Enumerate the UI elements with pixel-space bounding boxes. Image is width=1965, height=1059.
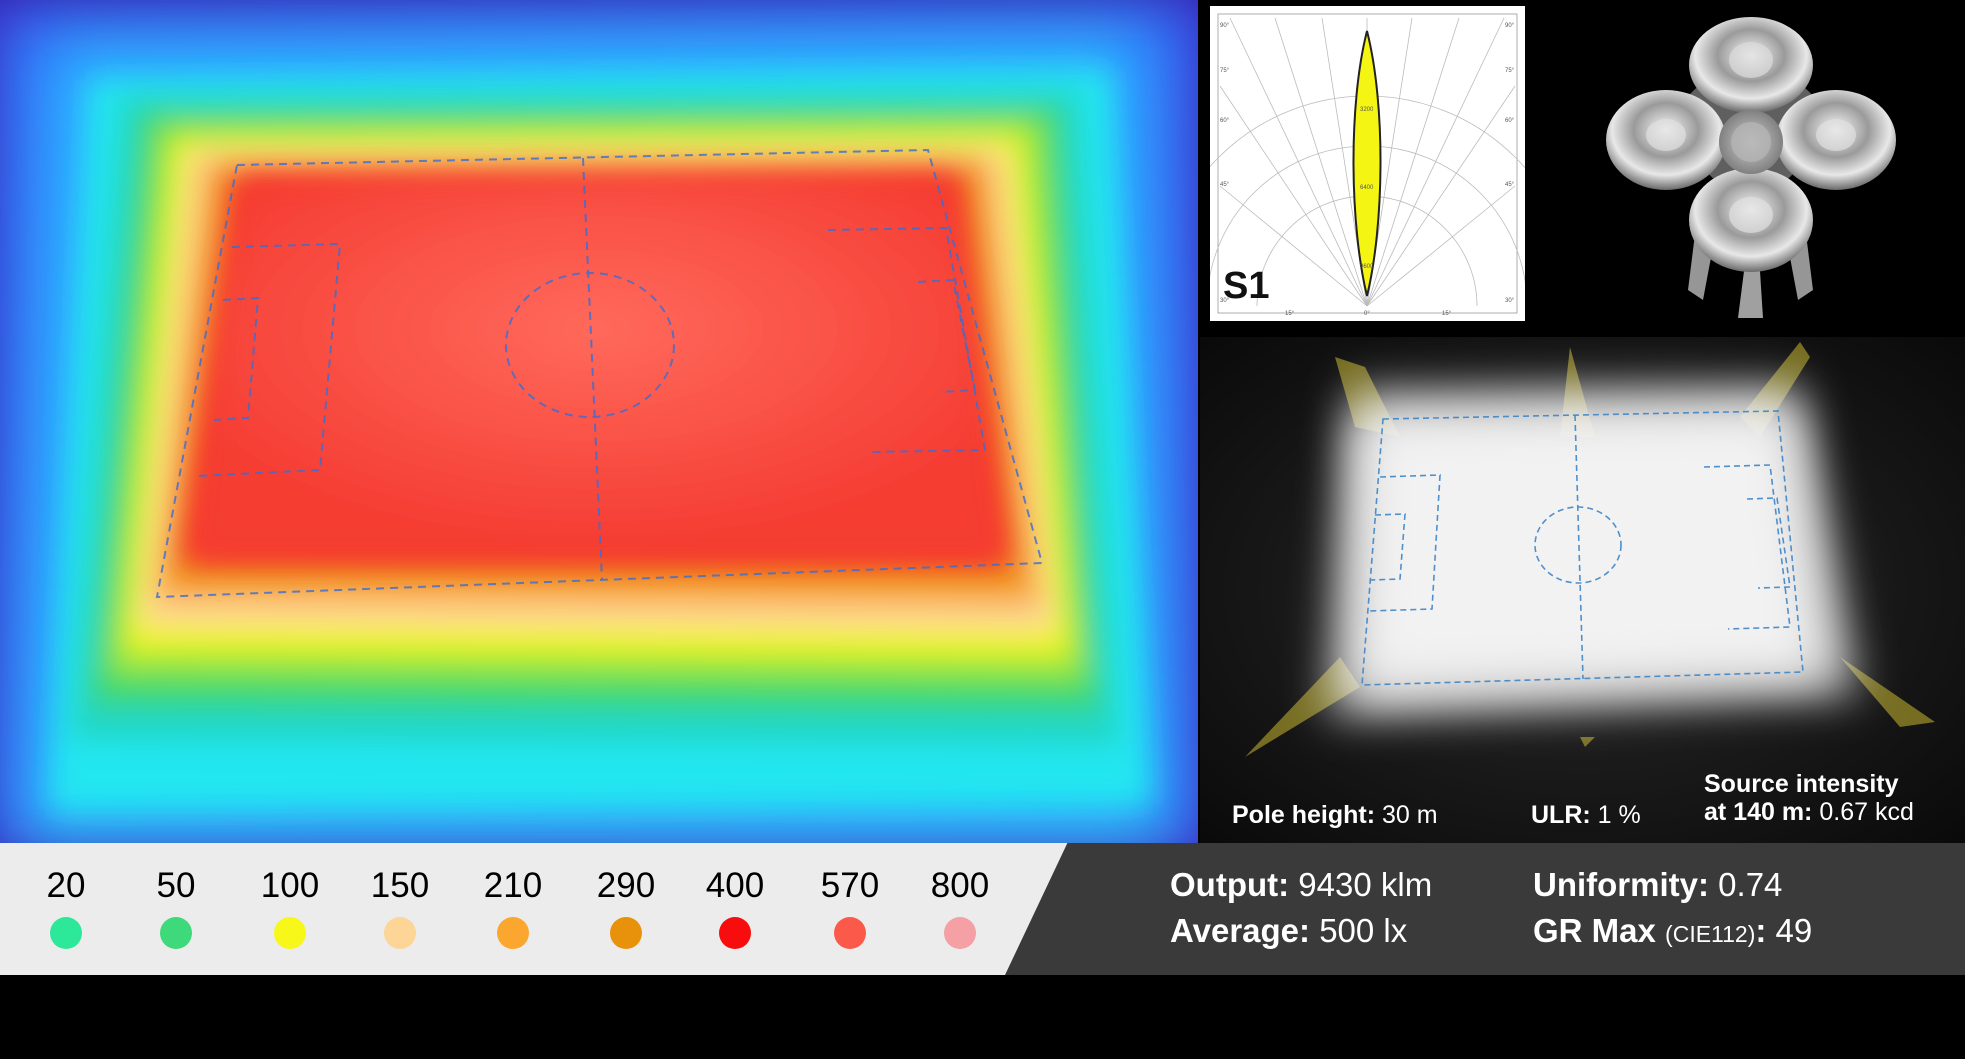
legend-value: 150 xyxy=(370,866,430,905)
angle-label: 90° xyxy=(1505,23,1515,29)
glare-label: GR Max xyxy=(1533,912,1656,949)
source-intensity-label: at 140 m: xyxy=(1704,798,1813,826)
legend-swatch xyxy=(497,917,529,949)
average-value: 500 lx xyxy=(1319,912,1408,949)
render-graphic xyxy=(1200,337,1965,843)
legend-value: 50 xyxy=(156,866,196,905)
pole-height-label: Pole height: xyxy=(1232,801,1376,829)
source-intensity-value: 0.67 kcd xyxy=(1819,798,1914,826)
legend-swatch xyxy=(384,917,416,949)
source-intensity-stat: Source intensity at 140 m: 0.67 kcd xyxy=(1704,770,1914,826)
angle-label: 0° xyxy=(1364,311,1370,317)
glare-value: 49 xyxy=(1775,912,1813,949)
uniformity-stat: Uniformity: 0.74 xyxy=(1533,866,1782,904)
angle-label: 30° xyxy=(1505,298,1515,304)
stats-panel xyxy=(1005,843,1965,975)
legend-value: 290 xyxy=(596,866,656,905)
polar-intensity-diagram: 90° 75° 60° 45° 30° 15° 0° 15° 30° 45° 6… xyxy=(1156,6,1578,321)
legend-value: 800 xyxy=(930,866,990,905)
angle-label: 60° xyxy=(1505,118,1515,124)
ulr-stat: ULR: 1 % xyxy=(1531,801,1641,830)
pole-height-value: 30 m xyxy=(1382,801,1438,829)
intensity-label: 9600 xyxy=(1360,264,1374,270)
average-label: Average: xyxy=(1170,912,1311,949)
legend-value: 210 xyxy=(483,866,543,905)
legend-swatch xyxy=(274,917,306,949)
uniformity-label: Uniformity: xyxy=(1533,866,1709,903)
intensity-label: 3200 xyxy=(1360,107,1374,113)
render-pitch-lines xyxy=(1361,410,1804,686)
glare-colon: : xyxy=(1755,912,1767,949)
angle-label: 15° xyxy=(1285,311,1295,317)
intensity-label: 6400 xyxy=(1360,185,1374,191)
angle-label: 90° xyxy=(1220,23,1230,29)
angle-label: 75° xyxy=(1505,68,1515,74)
legend-swatch xyxy=(719,917,751,949)
legend-swatch xyxy=(50,917,82,949)
average-stat: Average: 500 lx xyxy=(1170,912,1407,950)
angle-label: 45° xyxy=(1505,182,1515,188)
pitch-lines xyxy=(155,148,1044,599)
pole-height-stat: Pole height: 30 m xyxy=(1232,801,1438,830)
glare-stat: GR Max (CIE112): 49 xyxy=(1533,912,1812,950)
legend-value: 570 xyxy=(820,866,880,905)
polar-graphic: 90° 75° 60° 45° 30° 15° 0° 15° 30° 45° 6… xyxy=(1156,13,1578,317)
output-label: Output: xyxy=(1170,866,1290,903)
legend-swatch xyxy=(944,917,976,949)
angle-label: 60° xyxy=(1220,118,1230,124)
illuminance-legend xyxy=(0,843,1070,975)
legend-value: 20 xyxy=(46,866,86,905)
lens-graphic xyxy=(1606,17,1896,318)
output-stat: Output: 9430 klm xyxy=(1170,866,1432,904)
ulr-label: ULR: xyxy=(1531,801,1591,829)
angle-label: 30° xyxy=(1220,298,1230,304)
output-value: 9430 klm xyxy=(1298,866,1433,903)
ulr-value: 1 % xyxy=(1597,801,1641,829)
legend-value: 400 xyxy=(705,866,765,905)
legend-value: 100 xyxy=(260,866,320,905)
lens-optic-image xyxy=(1538,0,1965,335)
illuminance-heatmap xyxy=(0,0,1198,843)
source-intensity-heading: Source intensity xyxy=(1704,770,1899,798)
heatmap-graphic xyxy=(0,0,1198,843)
angle-label: 15° xyxy=(1442,311,1452,317)
uniformity-value: 0.74 xyxy=(1718,866,1783,903)
angle-label: 45° xyxy=(1220,182,1230,188)
stadium-render: Pole height: 30 m ULR: 1 % Source intens… xyxy=(1200,337,1965,843)
angle-label: 75° xyxy=(1220,68,1230,74)
legend-swatch xyxy=(834,917,866,949)
polar-label: S1 xyxy=(1223,265,1269,307)
legend-swatch xyxy=(160,917,192,949)
legend-swatch xyxy=(610,917,642,949)
glare-standard: (CIE112) xyxy=(1665,921,1756,947)
